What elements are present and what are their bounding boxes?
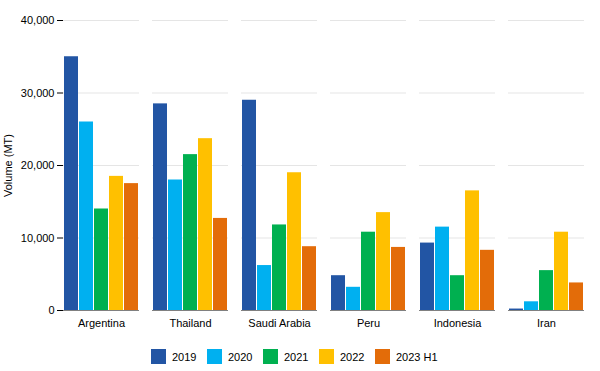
svg-text:Thailand: Thailand	[169, 317, 211, 329]
svg-text:Peru: Peru	[357, 317, 380, 329]
svg-text:10,000: 10,000	[21, 232, 55, 244]
svg-text:Indonesia: Indonesia	[434, 317, 483, 329]
svg-text:20,000: 20,000	[21, 159, 55, 171]
html-text:2021: 2021	[284, 350, 309, 363]
svg-text:Iran: Iran	[537, 317, 556, 329]
svg-text:40,000: 40,000	[21, 14, 55, 26]
html-text:2020: 2020	[228, 350, 253, 363]
svg-text:Argentina: Argentina	[78, 317, 126, 329]
svg-text:Saudi Arabia: Saudi Arabia	[248, 317, 311, 329]
html-text:2019: 2019	[172, 350, 197, 363]
svg-text:Volume (MT): Volume (MT)	[2, 134, 14, 197]
html-text:2023 H1: 2023 H1	[395, 350, 438, 363]
html-text:2022: 2022	[339, 350, 365, 363]
svg-text:0: 0	[48, 304, 54, 316]
svg-text:30,000: 30,000	[21, 87, 55, 99]
